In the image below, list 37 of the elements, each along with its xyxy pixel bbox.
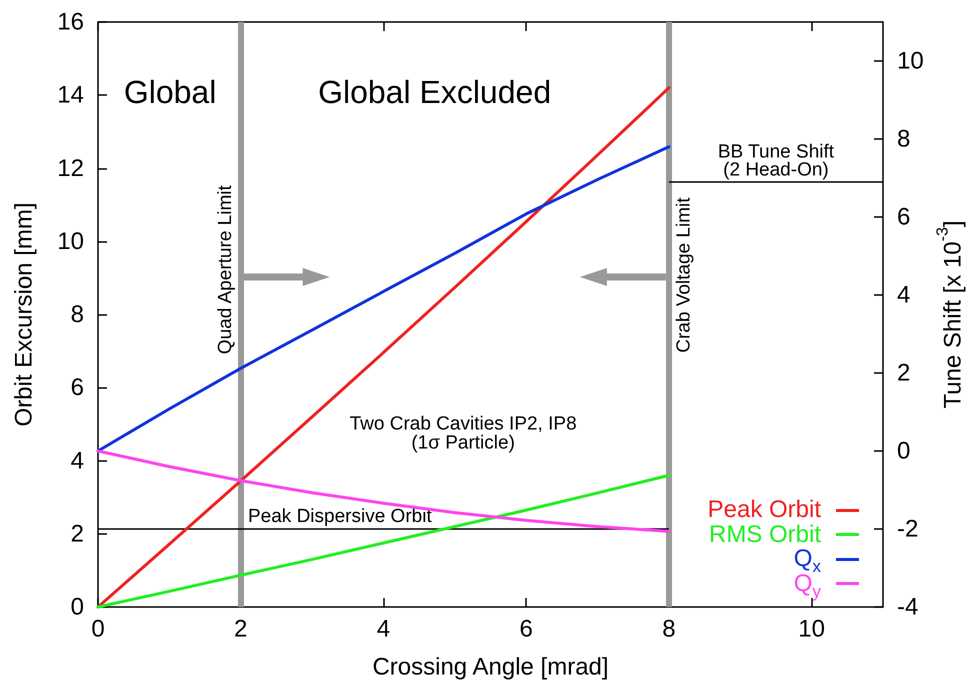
y-tick-label: 14 — [57, 82, 84, 109]
y2-tick-label: 4 — [897, 282, 910, 308]
line-series — [96, 145, 670, 452]
x-tick-label: 4 — [376, 616, 390, 642]
x-tick-label: 0 — [91, 616, 105, 642]
y2-tick-label: 10 — [897, 48, 924, 74]
x-tick-label: 2 — [234, 616, 248, 642]
legend-label: Peak Orbit — [708, 496, 821, 523]
y-tick-label: 12 — [57, 154, 84, 182]
y2-tick-label: -4 — [897, 594, 918, 620]
y-tick-label: 6 — [70, 374, 84, 402]
y2-tick-label: 2 — [897, 360, 910, 386]
annotation: Two Crab Cavities IP2, IP8 (1σ Particle) — [350, 413, 577, 454]
y2-tick-label: 6 — [897, 204, 910, 230]
y2-tick-label: -2 — [897, 516, 918, 542]
ref-line-label: BB Tune Shift (2 Head-On) — [718, 141, 835, 180]
ref-line-label: Quad Aperture Limit — [215, 184, 236, 354]
x-tick-label: 8 — [662, 616, 676, 642]
annotation: Global Excluded — [318, 74, 552, 110]
y-tick-label: 10 — [57, 228, 84, 255]
x-axis-title: Crossing Angle [mrad] — [372, 654, 609, 680]
annotation: Global — [124, 74, 216, 110]
y2-tick-label: 8 — [897, 126, 910, 152]
x-tick-label: 10 — [798, 616, 825, 642]
y-tick-label: 4 — [70, 447, 84, 474]
y-tick-label: 16 — [57, 8, 84, 36]
ref-line-label: Peak Dispersive Orbit — [248, 506, 432, 527]
line-series — [96, 474, 670, 608]
y-axis-title: Orbit Excursion [mm] — [10, 202, 38, 427]
ref-line-label: Crab Voltage Limit — [673, 196, 694, 353]
x-tick-label: 6 — [520, 616, 533, 642]
y2-axis-title: Tune Shift [x 10-3] — [934, 220, 966, 409]
y-tick-label: 2 — [70, 520, 84, 548]
y-tick-label: 8 — [70, 301, 84, 328]
y-tick-label: 0 — [70, 594, 84, 620]
legend-label: RMS Orbit — [708, 520, 821, 548]
y2-tick-label: 0 — [897, 438, 910, 464]
